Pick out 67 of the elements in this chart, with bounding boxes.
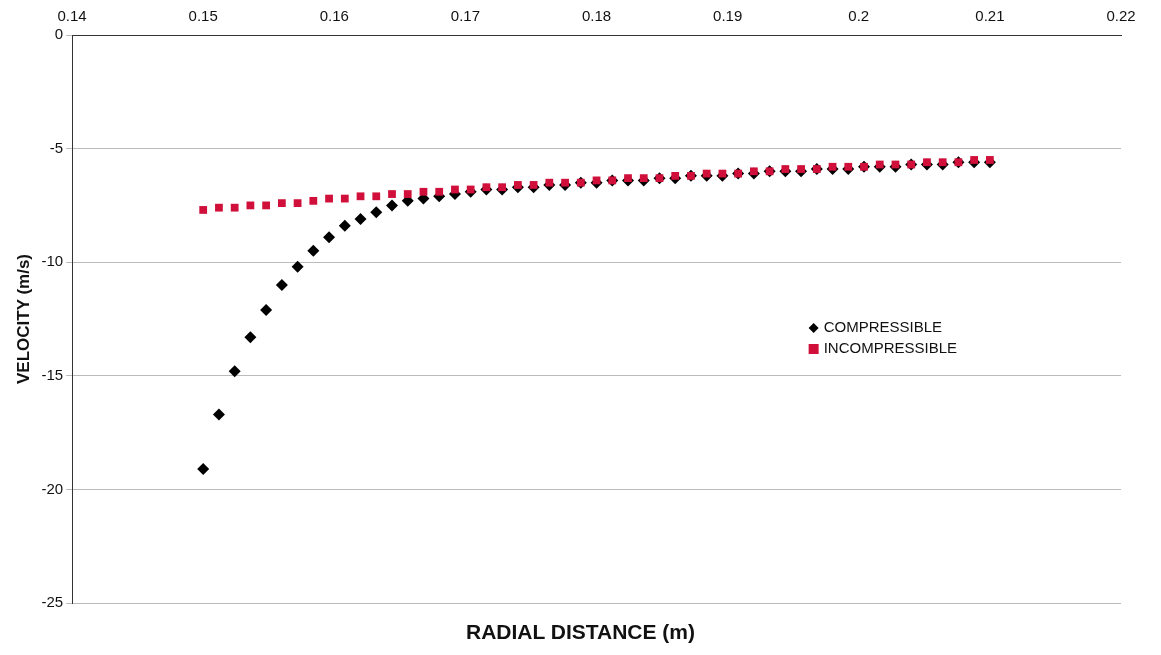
x-tick-label: 0.16 (319, 7, 349, 25)
point (215, 203, 223, 212)
point (275, 278, 288, 291)
point (244, 331, 257, 344)
point (372, 192, 381, 201)
point (923, 158, 931, 167)
point (671, 171, 680, 180)
legend-label: INCOMPRESSIBLE (823, 339, 958, 357)
y-tick-label: 0 (54, 25, 64, 43)
point (340, 194, 349, 203)
x-tick-label: 0.15 (188, 7, 218, 25)
point (938, 158, 947, 167)
point (199, 206, 208, 214)
y-axis-title: VELOCITY (m/s) (13, 253, 33, 385)
point (513, 181, 522, 189)
point (370, 206, 383, 219)
point (293, 199, 302, 208)
point (307, 244, 320, 257)
point (828, 162, 837, 171)
point (230, 203, 239, 212)
point (529, 181, 538, 189)
x-axis-title: RADIAL DISTANCE (m) (464, 620, 697, 644)
point (403, 190, 412, 198)
point (435, 187, 444, 196)
point (639, 174, 648, 183)
point (466, 185, 475, 194)
point (482, 183, 491, 192)
point (561, 178, 569, 187)
y-tick-label: -5 (49, 138, 64, 156)
point (356, 192, 365, 201)
point (781, 165, 790, 173)
x-tick-label: 0.2 (848, 7, 870, 25)
point (419, 187, 428, 196)
y-tick-label: -20 (41, 479, 64, 497)
point (545, 178, 554, 187)
point (228, 365, 241, 378)
point (386, 199, 398, 212)
point (277, 199, 286, 208)
point (338, 219, 351, 232)
y-tick-label: -25 (41, 593, 64, 611)
point (309, 196, 318, 205)
point (875, 160, 884, 169)
point (498, 183, 507, 192)
point (323, 231, 336, 244)
y-tick-label: -10 (41, 252, 64, 270)
x-tick-label: 0.18 (581, 7, 612, 25)
point (262, 201, 271, 210)
legend-label: COMPRESSIBLE (823, 318, 943, 336)
x-tick-label: 0.17 (450, 7, 481, 25)
point (291, 260, 304, 273)
point (749, 167, 758, 176)
point (624, 174, 632, 183)
x-tick-label: 0.19 (713, 7, 743, 25)
y-tick-label: -15 (41, 365, 64, 383)
x-tick-label: 0.14 (57, 7, 87, 25)
point (388, 190, 396, 198)
x-tick-label: 0.21 (975, 7, 1005, 25)
point (970, 156, 979, 164)
point (844, 162, 853, 171)
point (325, 194, 333, 203)
point (702, 169, 711, 178)
point (451, 185, 459, 194)
point (354, 213, 367, 226)
point (212, 408, 225, 421)
point (260, 303, 273, 316)
x-tick-label: 0.22 (1106, 7, 1136, 25)
point (197, 462, 210, 475)
